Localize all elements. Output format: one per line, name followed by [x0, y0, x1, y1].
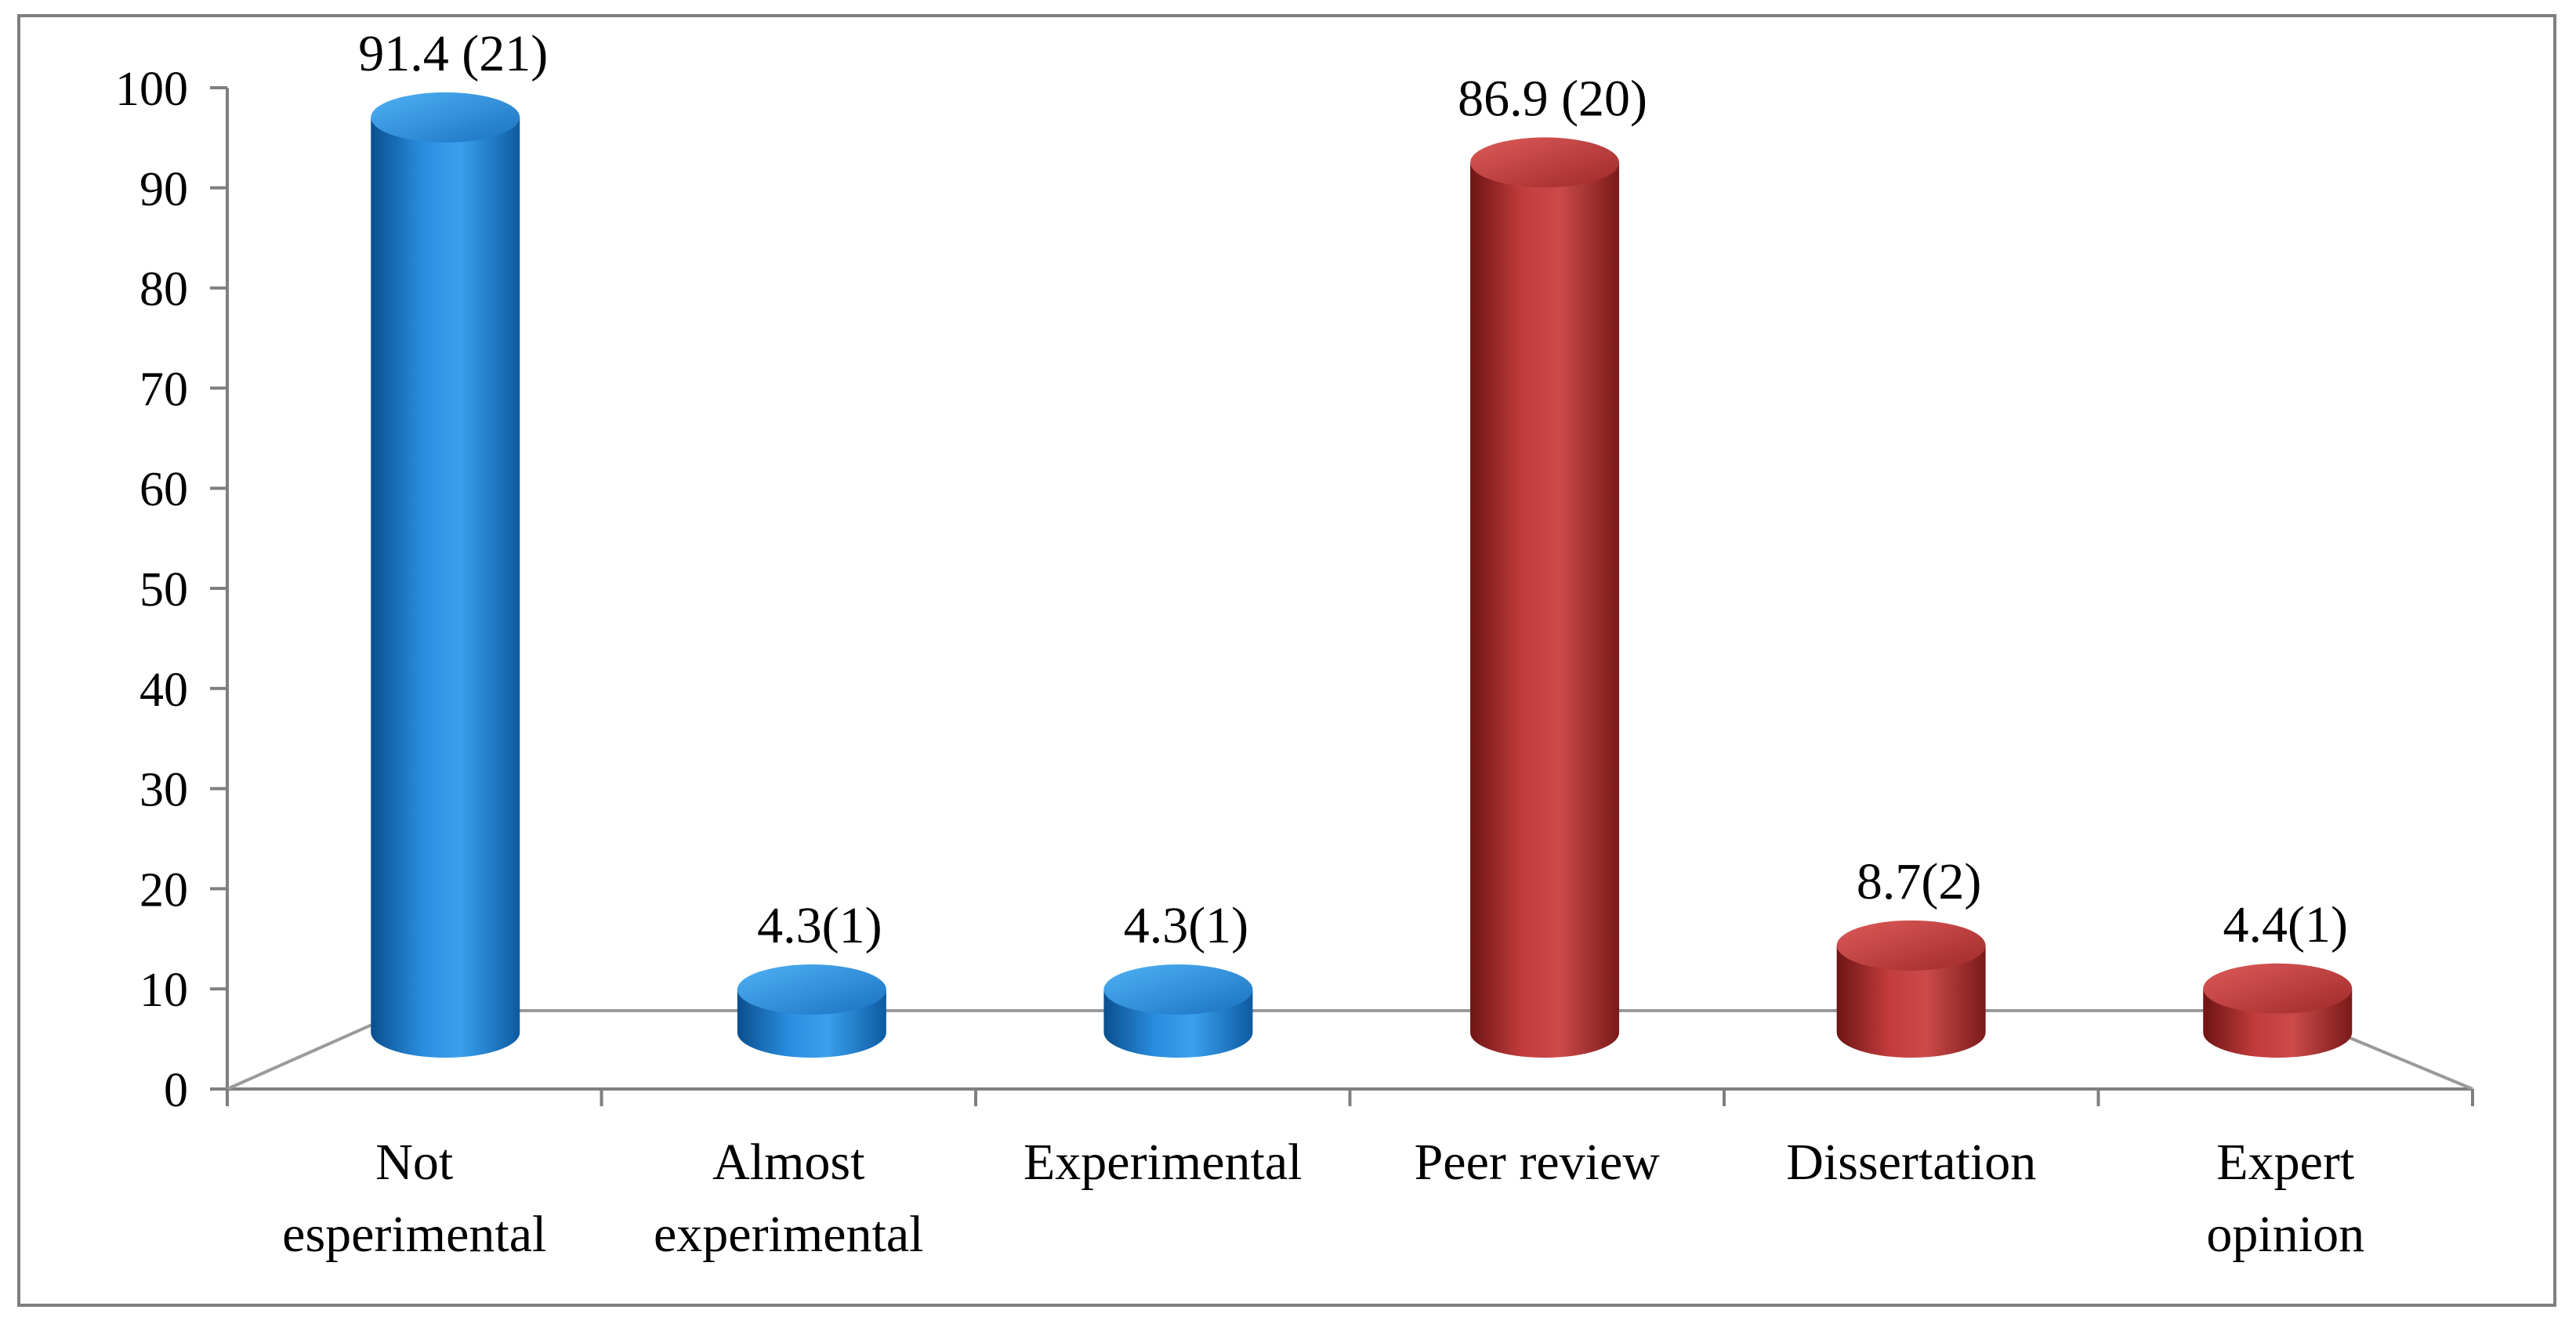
y-tick-label: 100 [115, 63, 188, 116]
bar [1836, 920, 1986, 1058]
y-tick-label: 40 [139, 664, 188, 717]
data-label: 91.4 (21) [358, 25, 548, 82]
bar [2203, 963, 2353, 1058]
y-tick-label: 80 [139, 263, 188, 317]
bar-body [371, 117, 520, 1058]
data-label: 86.9 (20) [1458, 70, 1647, 127]
bar [1470, 137, 1620, 1058]
bar-top [737, 964, 886, 1015]
data-label: 8.7(2) [1857, 853, 1981, 910]
y-tick-label: 50 [139, 563, 188, 617]
y-tick-label: 70 [139, 363, 188, 416]
x-category-label: Not esperimental [282, 1134, 546, 1263]
x-category-label: Expert opinion [2206, 1134, 2364, 1263]
bar-top [1836, 920, 1986, 971]
labels: 91.4 (21) 4.3(1) 4.3(1) 86.9 (20) 8.7(2) 4.4(… [282, 25, 2364, 1263]
chart-floor [226, 1009, 2473, 1091]
y-tick-label: 20 [139, 863, 188, 917]
bar [1103, 964, 1253, 1058]
data-label: 4.3(1) [757, 897, 882, 954]
x-category-label: Dissertation [1786, 1134, 2036, 1191]
x-category-label: Peer review [1415, 1134, 1661, 1191]
x-category-label: Almost experimental [654, 1134, 924, 1263]
y-tick-label: 90 [139, 163, 188, 216]
x-category-label: Experimental [1024, 1134, 1302, 1191]
bar-top [1470, 137, 1620, 188]
y-tick-label: 10 [139, 964, 188, 1017]
bar [737, 964, 886, 1058]
bar-top [371, 92, 520, 143]
data-label: 4.4(1) [2223, 896, 2348, 953]
y-tick-label: 60 [139, 463, 188, 516]
bar-top [1103, 964, 1253, 1015]
bar [371, 92, 520, 1058]
bar-top [2203, 963, 2353, 1014]
data-label: 4.3(1) [1124, 897, 1248, 954]
y-tick-label: 0 [164, 1064, 188, 1117]
bar-body [1470, 162, 1620, 1058]
bars [371, 92, 2353, 1058]
y-tick-label: 30 [139, 764, 188, 817]
axes: 0 10 20 30 40 50 60 70 80 90 100 [115, 63, 2474, 1117]
bar-body [1836, 945, 1986, 1058]
